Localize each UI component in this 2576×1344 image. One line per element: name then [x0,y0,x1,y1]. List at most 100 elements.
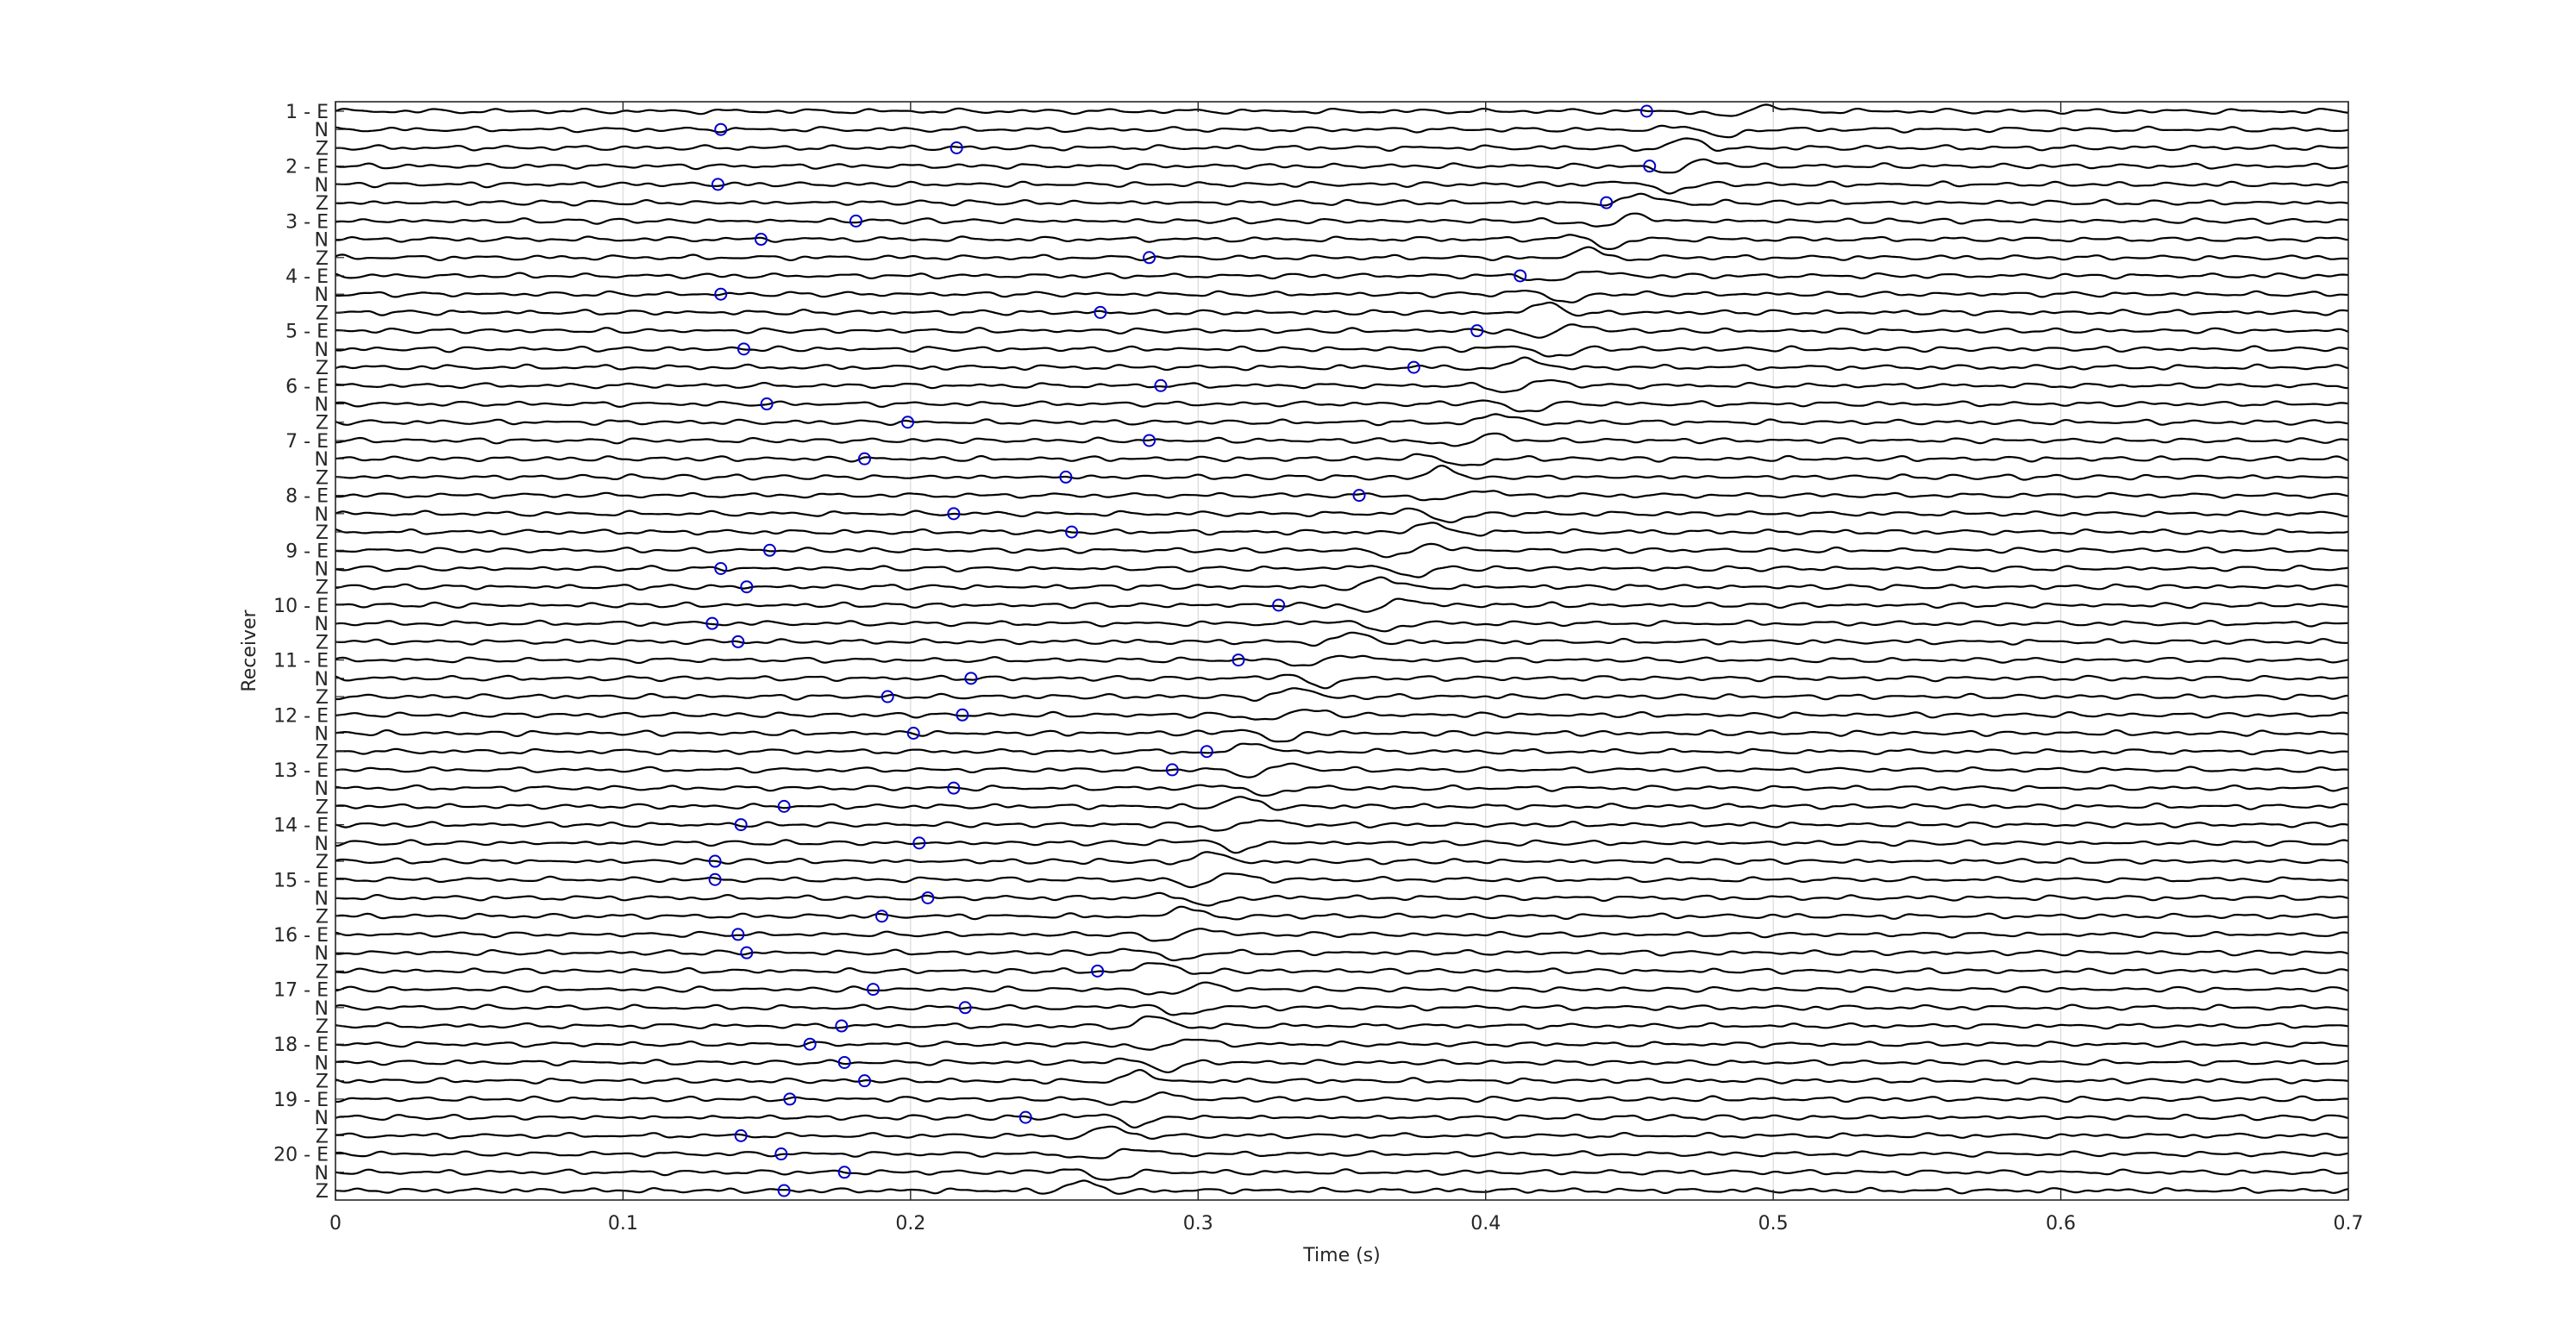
trace-label: 8 - E [285,486,329,508]
seismic-trace [335,413,2349,427]
trace-label: Z [316,193,329,215]
arrival-pick-marker [1143,251,1156,265]
arrival-pick-marker [760,397,774,411]
trace-label: Z [316,907,329,928]
seismic-trace [335,356,2349,372]
arrival-pick-marker [1094,305,1107,319]
arrival-pick-marker [835,1019,849,1033]
trace-label: N [315,284,329,306]
arrival-pick-marker [881,690,894,703]
trace-label: 15 - E [273,870,329,891]
y-axis-label: Receiver [239,609,260,691]
arrival-pick-marker [837,1055,851,1069]
arrival-pick-marker [1065,525,1079,539]
arrival-pick-marker [837,1166,851,1179]
arrival-pick-marker [1272,598,1286,612]
arrival-pick-marker [849,214,863,228]
seismic-trace [335,270,2349,282]
trace-label: N [315,395,329,416]
seismic-trace [335,962,2349,975]
arrival-pick-marker [906,726,920,740]
x-tick-label: 0.2 [895,1213,925,1235]
seismic-trace [335,542,2349,559]
seismic-trace [335,522,2349,537]
seismic-trace [335,891,2349,907]
seismic-trace [335,1168,2349,1181]
trace-label: 2 - E [285,157,329,178]
arrival-pick-marker [901,416,915,429]
x-axis-ticks: 0 0.1 0.2 0.3 0.4 0.5 0.6 0.7 [329,102,2364,1235]
arrival-pick-marker [740,580,754,594]
seismic-trace [335,103,2349,117]
arrival-pick-marker [1514,269,1527,283]
seismic-trace [335,673,2348,690]
trace-label: N [315,778,329,800]
trace-label: Z [316,522,329,544]
seismic-trace [335,1057,2349,1073]
arrival-pick-marker [708,854,722,868]
seismic-trace [335,490,2349,502]
seismic-trace [335,301,2349,317]
seismic-traces [335,103,2349,1195]
trace-label: 19 - E [273,1090,329,1111]
seismic-trace [335,246,2348,261]
axes-frame [335,101,2349,1201]
arrival-pick-marker [958,1001,972,1015]
trace-label: N [315,669,329,691]
arrival-pick-marker [731,928,745,941]
seismic-trace [335,1069,2349,1085]
arrival-pick-marker [1352,489,1366,503]
arrival-pick-marker [858,1074,872,1088]
arrival-pick-marker [921,891,935,904]
seismic-trace [335,507,2349,523]
trace-label: Z [316,742,329,764]
trace-label: Z [316,632,329,653]
arrival-pick-marker [964,672,978,685]
axes-box [335,102,2348,1200]
trace-label: Z [316,467,329,489]
seismic-trace [335,1113,2349,1128]
seismic-trace [335,465,2349,481]
seismic-trace [335,453,2349,466]
trace-label: 3 - E [285,211,329,233]
trace-label: 10 - E [273,596,329,617]
seismic-trace [335,399,2349,413]
seismic-trace [335,1003,2349,1016]
arrival-pick-marker [734,1128,748,1142]
arrival-pick-marker [754,233,768,247]
seismic-trace [335,654,2349,667]
trace-label: N [315,559,329,581]
seismic-trace [335,928,2349,942]
seismic-trace [335,234,2349,250]
seismic-trace [335,345,2349,358]
trace-label: N [315,340,329,361]
x-axis-label: Time (s) [1302,1245,1380,1266]
trace-label: N [315,175,329,197]
arrival-pick-marker [777,1184,791,1197]
arrival-pick-marker [1059,470,1073,484]
trace-label: Z [316,961,329,983]
trace-label: N [315,834,329,855]
arrival-pick-marker [867,983,881,997]
x-tick-label: 0.5 [1758,1213,1789,1235]
arrival-pick-marker [912,836,926,850]
arrival-pick-marker [783,1092,797,1106]
seismic-trace [335,432,2349,447]
x-tick-label: 0.6 [2046,1213,2076,1235]
seismic-trace [335,872,2349,889]
x-tick-label: 0.4 [1470,1213,1501,1235]
arrival-pick-marker [1018,1110,1032,1124]
seismic-trace [335,1179,2349,1195]
trace-label: Z [316,1126,329,1147]
arrival-pick-marker [1154,378,1168,392]
vertical-gridlines [622,102,2062,1200]
arrival-pick-marker [875,910,889,923]
seismic-trace [335,631,2349,647]
trace-label: N [315,230,329,252]
seismic-trace [335,576,2349,591]
trace-label: N [315,888,329,910]
arrival-pick-marker [1600,196,1614,209]
arrival-pick-marker [950,141,963,154]
trace-label: Z [316,413,329,434]
